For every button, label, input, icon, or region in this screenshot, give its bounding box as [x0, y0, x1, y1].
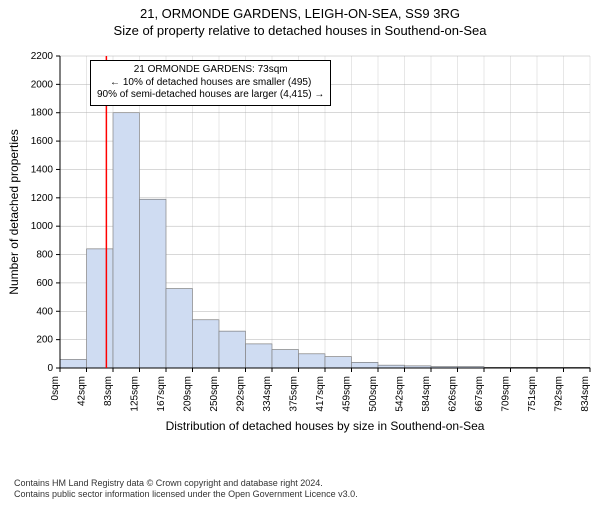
svg-text:667sqm: 667sqm	[474, 376, 485, 412]
chart-title-main: 21, ORMONDE GARDENS, LEIGH-ON-SEA, SS9 3…	[0, 6, 600, 21]
footer-line-1: Contains HM Land Registry data © Crown c…	[14, 478, 358, 489]
svg-text:83sqm: 83sqm	[103, 376, 114, 406]
svg-text:2000: 2000	[31, 79, 54, 90]
svg-text:709sqm: 709sqm	[501, 376, 512, 412]
annotation-line: 90% of semi-detached houses are larger (…	[97, 89, 324, 102]
svg-text:751sqm: 751sqm	[527, 376, 538, 412]
svg-text:792sqm: 792sqm	[554, 376, 565, 412]
svg-text:125sqm: 125sqm	[130, 376, 141, 412]
svg-text:Number of detached properties: Number of detached properties	[7, 129, 21, 294]
svg-text:417sqm: 417sqm	[315, 376, 326, 412]
svg-text:167sqm: 167sqm	[156, 376, 167, 412]
svg-text:1200: 1200	[31, 193, 54, 204]
svg-text:292sqm: 292sqm	[236, 376, 247, 412]
svg-text:375sqm: 375sqm	[289, 376, 300, 412]
histogram-chart: 0 200 400 600 800 1000 1200 1400 1600 1800 2000 220…	[0, 48, 600, 456]
svg-text:459sqm: 459sqm	[342, 376, 353, 412]
annotation-line: 21 ORMONDE GARDENS: 73sqm	[97, 64, 324, 77]
svg-text:500sqm: 500sqm	[368, 376, 379, 412]
chart-container: 0 200 400 600 800 1000 1200 1400 1600 1800 2000 220…	[0, 48, 600, 456]
svg-text:0sqm: 0sqm	[50, 376, 61, 400]
svg-text:209sqm: 209sqm	[183, 376, 194, 412]
svg-text:400: 400	[36, 306, 53, 317]
svg-text:Distribution of detached house: Distribution of detached houses by size …	[166, 419, 485, 433]
chart-title-sub: Size of property relative to detached ho…	[0, 23, 600, 38]
svg-text:334sqm: 334sqm	[262, 376, 273, 412]
svg-text:834sqm: 834sqm	[580, 376, 591, 412]
annotation-box: 21 ORMONDE GARDENS: 73sqm← 10% of detach…	[90, 60, 331, 106]
annotation-line: ← 10% of detached houses are smaller (49…	[97, 77, 324, 90]
svg-text:600: 600	[36, 278, 53, 289]
svg-text:42sqm: 42sqm	[77, 376, 88, 406]
svg-text:2200: 2200	[31, 51, 54, 62]
svg-text:1600: 1600	[31, 136, 54, 147]
svg-text:250sqm: 250sqm	[209, 376, 220, 412]
svg-text:1000: 1000	[31, 221, 54, 232]
svg-text:1400: 1400	[31, 164, 54, 175]
svg-text:626sqm: 626sqm	[448, 376, 459, 412]
svg-text:800: 800	[36, 250, 53, 261]
svg-text:1800: 1800	[31, 108, 54, 119]
footer-line-2: Contains public sector information licen…	[14, 489, 358, 500]
svg-text:584sqm: 584sqm	[421, 376, 432, 412]
svg-text:0: 0	[47, 363, 53, 374]
svg-text:542sqm: 542sqm	[395, 376, 406, 412]
footer-attribution: Contains HM Land Registry data © Crown c…	[14, 478, 358, 501]
svg-text:200: 200	[36, 335, 53, 346]
